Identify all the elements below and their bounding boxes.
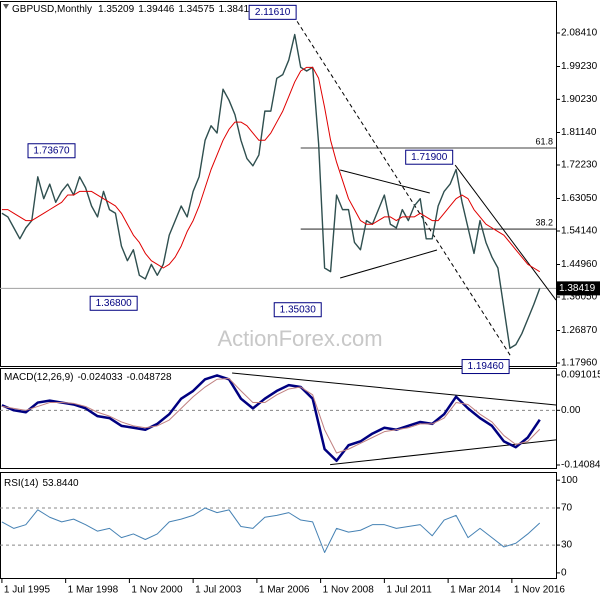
swing-label: 1.35030 — [280, 304, 317, 315]
y-tick-label: 30 — [561, 540, 573, 551]
x-tick-label: 1 Nov 2008 — [323, 585, 375, 596]
swing-label-box — [27, 143, 76, 159]
series-line — [1, 374, 541, 463]
fib-label: 38.2 — [535, 217, 553, 227]
price-panel-frame — [0, 1, 557, 367]
swing-label: 1.73670 — [33, 145, 70, 156]
trendline — [296, 21, 511, 356]
symbol: GBPUSD,Monthly — [12, 4, 92, 15]
macd-title: MACD(12,26,9) — [4, 372, 73, 383]
y-tick-label: 1.99230 — [561, 61, 598, 72]
swing-label: 1.71900 — [411, 152, 448, 163]
macd-header: MACD(12,26,9) -0.024033 -0.048728 — [4, 372, 172, 383]
series-line — [1, 33, 541, 349]
swing-label: 1.36800 — [96, 298, 133, 309]
x-tick-label: 1 Nov 2000 — [131, 585, 183, 596]
x-tick-label: 1 Jul 1995 — [4, 585, 51, 596]
low: 1.34575 — [178, 4, 215, 15]
high: 1.39446 — [138, 4, 175, 15]
y-tick-label: 100 — [561, 475, 578, 486]
y-tick-label: 1.54140 — [561, 226, 598, 237]
y-tick-label: 1.26870 — [561, 325, 598, 336]
current-price-box — [556, 281, 600, 296]
rsi-title: RSI(14) — [4, 478, 38, 489]
y-tick-label: 1.90230 — [561, 94, 598, 105]
trendline — [454, 164, 557, 301]
x-tick-label: 1 Jul 2011 — [386, 585, 432, 596]
y-tick-label: 1.36050 — [561, 292, 598, 303]
x-tick-label: 1 Mar 1998 — [68, 585, 119, 596]
current-price-label: 1.38419 — [559, 283, 596, 294]
y-tick-label: 1.72230 — [561, 160, 598, 171]
y-tick-label: 1.17960 — [561, 358, 598, 369]
watermark: ActionForex.com — [217, 326, 382, 351]
x-tick-label: 1 Nov 2016 — [514, 585, 566, 596]
y-tick-label: 1.44960 — [561, 259, 598, 270]
rsi-panel-frame — [0, 472, 557, 579]
symbol-icon — [3, 4, 9, 9]
y-tick-label: -0.140843 — [561, 460, 600, 471]
close: 1.38419 — [219, 4, 256, 15]
rsi-readout: 53.8440 — [42, 478, 79, 489]
x-tick-label: 1 Jul 2003 — [195, 585, 242, 596]
swing-label: 1.19460 — [468, 361, 505, 372]
x-tick-label: 1 Mar 2006 — [259, 585, 310, 596]
y-tick-label: 1.81140 — [561, 127, 597, 138]
rsi-header: RSI(14) 53.8440 — [4, 478, 79, 489]
open: 1.35209 — [98, 4, 135, 15]
y-tick-label: 0.091015 — [561, 370, 600, 381]
swing-label-box — [405, 149, 454, 165]
x-tick-label: 1 Mar 2014 — [450, 585, 501, 596]
swing-label-box — [89, 295, 138, 311]
fib-label: 61.8 — [535, 136, 553, 146]
trendline — [340, 169, 430, 194]
series-line — [1, 507, 541, 553]
y-tick-label: 2.08410 — [561, 28, 598, 39]
y-tick-label: 0.00 — [561, 405, 581, 416]
series-line — [1, 377, 541, 454]
macd-readout: -0.024033 — [77, 372, 122, 383]
y-tick-label: 70 — [561, 503, 573, 514]
swing-label: 2.11610 — [255, 7, 291, 18]
y-tick-label: 1.63050 — [561, 193, 598, 204]
trendline — [340, 249, 438, 279]
trendline — [232, 372, 557, 406]
signal-readout: -0.048728 — [127, 372, 172, 383]
y-tick-label: 0 — [561, 568, 567, 579]
macd-panel-frame — [0, 368, 557, 469]
header: GBPUSD,Monthly 1.35209 1.39446 1.34575 1.384… — [12, 4, 255, 15]
series-line — [1, 66, 541, 273]
swing-label-box — [273, 302, 322, 318]
swing-label-box — [248, 4, 297, 20]
swing-label-box — [461, 359, 510, 375]
